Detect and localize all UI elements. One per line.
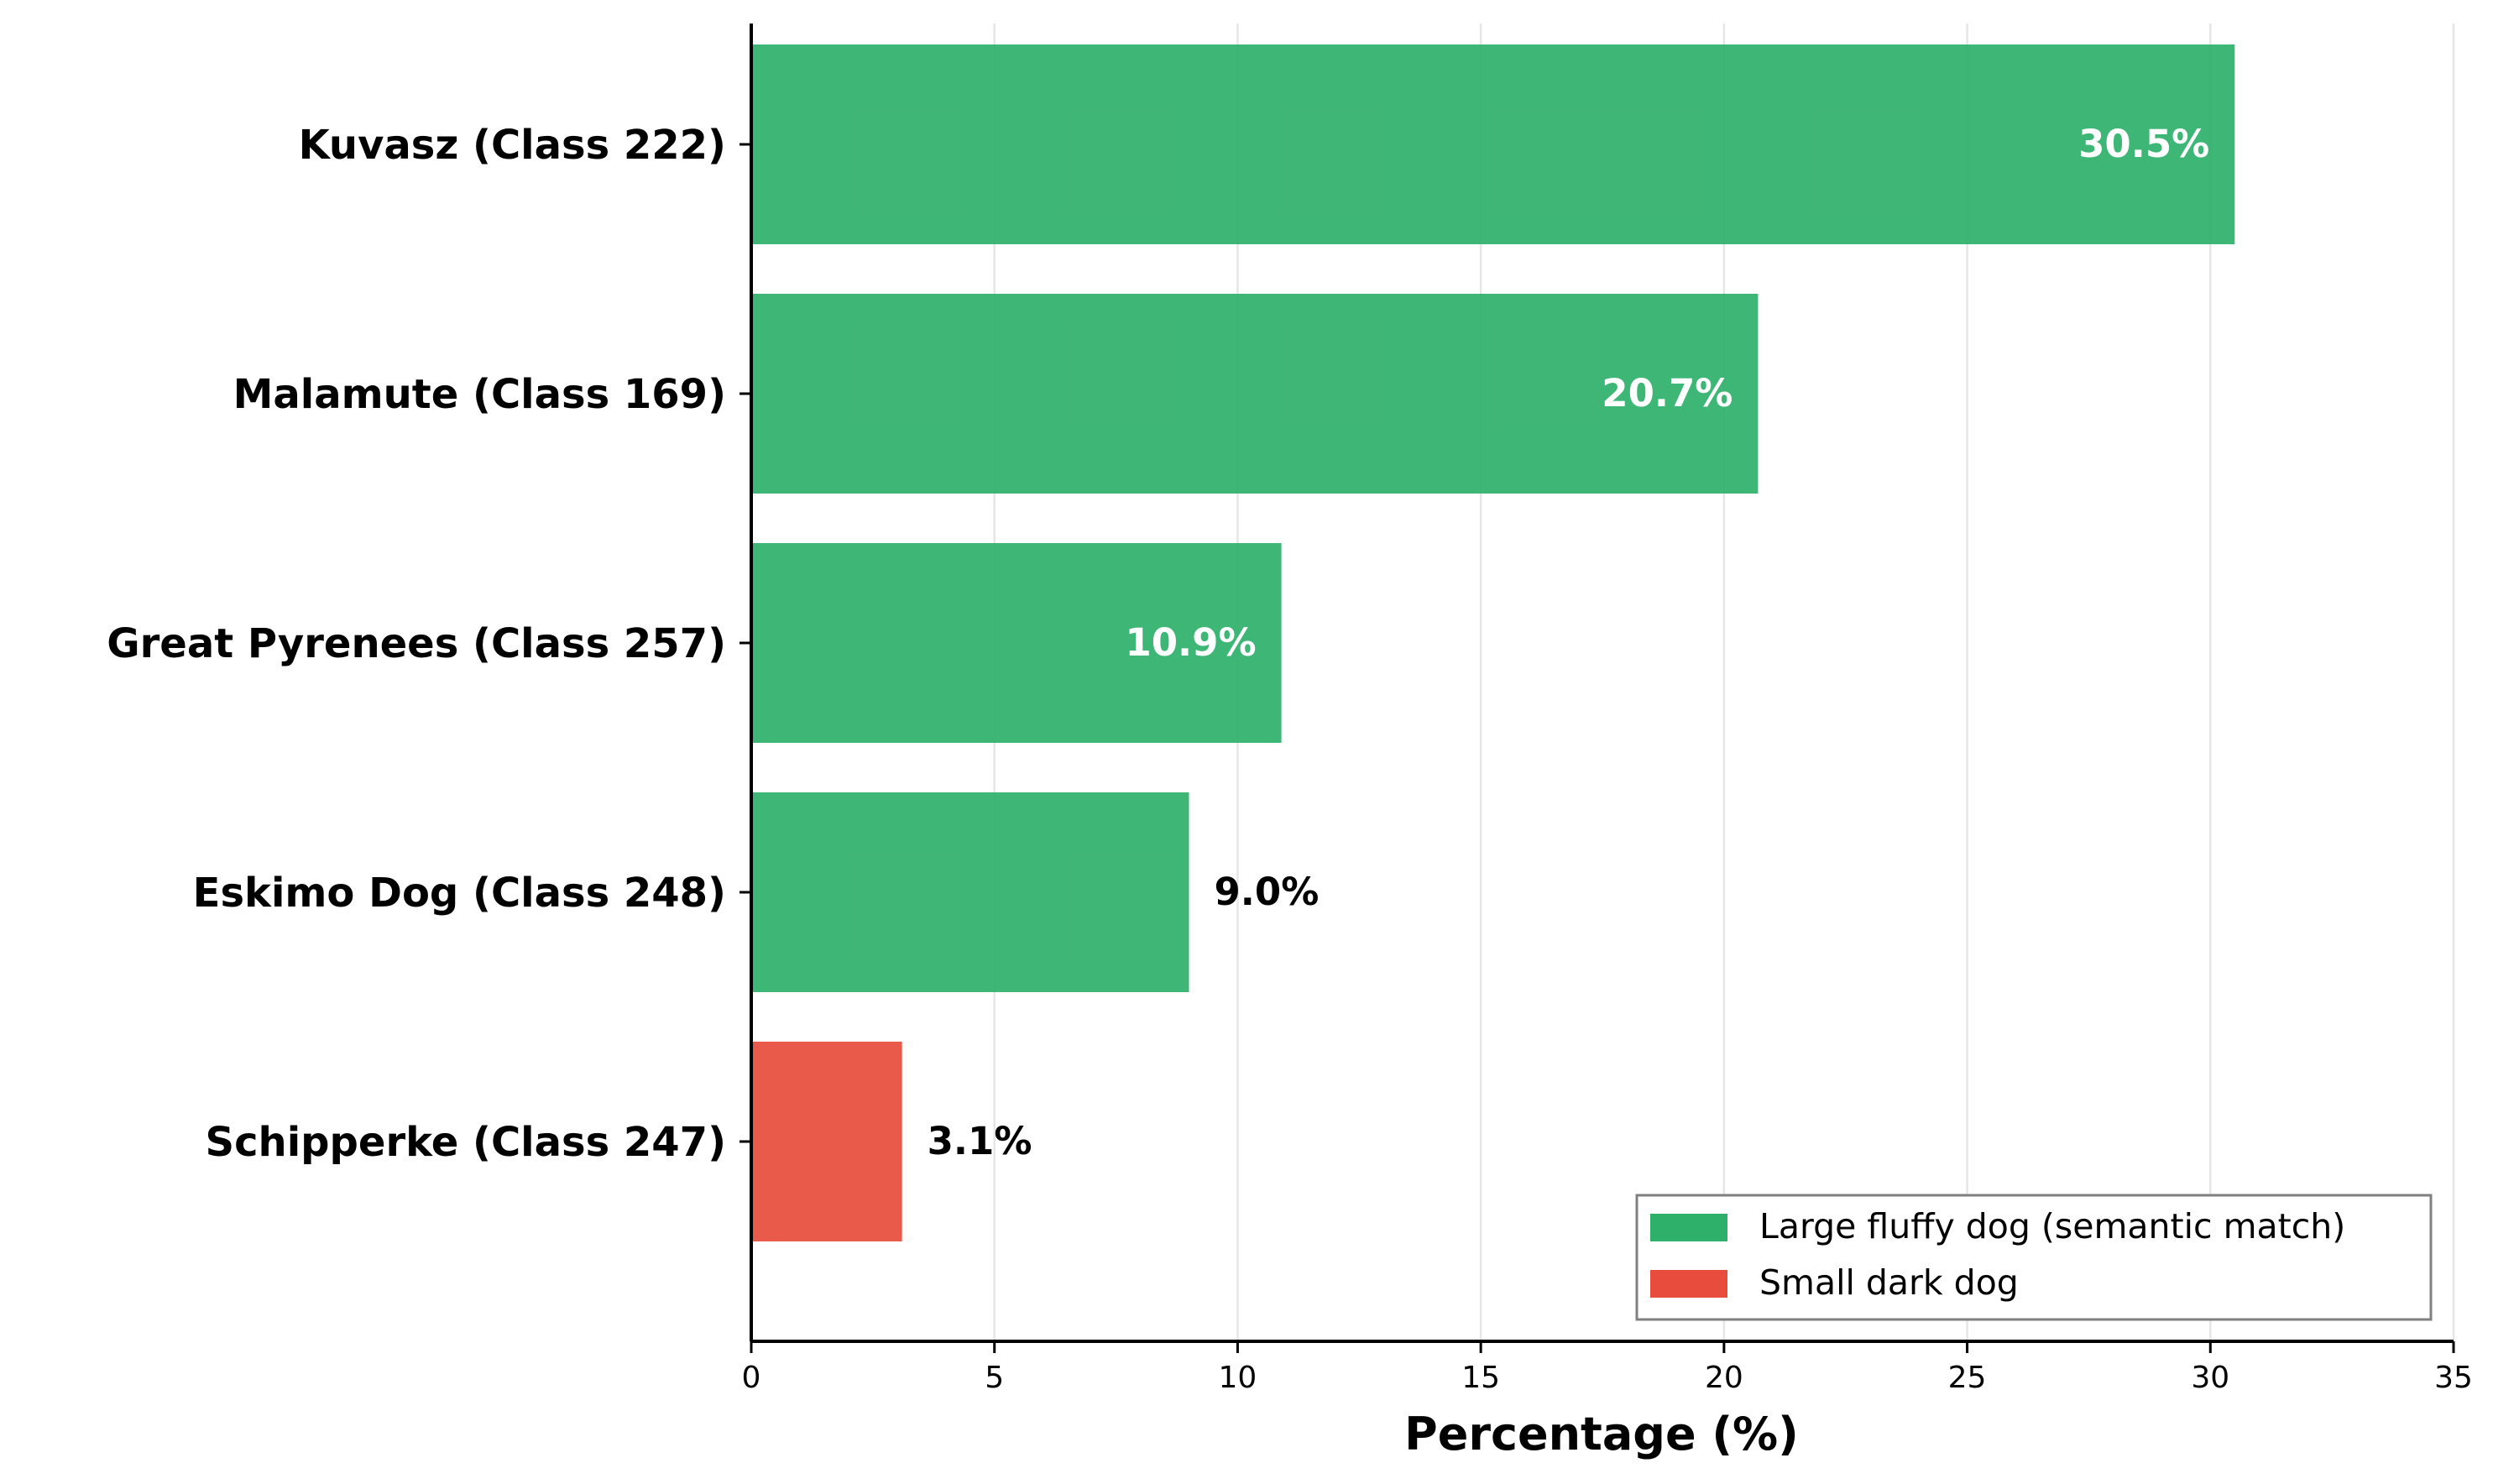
x-tick-label: 20 bbox=[1705, 1361, 1743, 1395]
bar bbox=[751, 294, 1759, 494]
x-tick-label: 25 bbox=[1948, 1361, 1987, 1395]
x-tick-label: 0 bbox=[742, 1361, 761, 1395]
legend-swatch-large-fluffy bbox=[1650, 1214, 1727, 1241]
category-label: Great Pyrenees (Class 257) bbox=[107, 620, 726, 667]
legend-label-large-fluffy: Large fluffy dog (semantic match) bbox=[1759, 1206, 2345, 1246]
value-labels: 30.5% 20.7% 10.9% 9.0% 3.1% bbox=[928, 122, 2210, 1163]
category-label: Malamute (Class 169) bbox=[233, 371, 726, 418]
value-label: 20.7% bbox=[1602, 371, 1733, 415]
value-label: 10.9% bbox=[1125, 620, 1256, 665]
category-label: Kuvasz (Class 222) bbox=[299, 122, 726, 169]
legend-swatch-small-dark bbox=[1650, 1270, 1727, 1298]
x-tick-label: 15 bbox=[1461, 1361, 1500, 1395]
bar bbox=[751, 44, 2235, 244]
x-axis-title: Percentage (%) bbox=[1404, 1408, 1799, 1460]
axes: Kuvasz (Class 222) Malamute (Class 169) Gr… bbox=[107, 24, 2473, 1395]
category-label: Schipperke (Class 247) bbox=[206, 1119, 726, 1166]
x-tick-label: 10 bbox=[1219, 1361, 1257, 1395]
legend-frame bbox=[1635, 1194, 2433, 1321]
bars bbox=[751, 44, 2235, 1241]
value-label: 3.1% bbox=[928, 1119, 1032, 1163]
bar bbox=[751, 543, 1282, 743]
bar bbox=[751, 792, 1189, 992]
legend: Large fluffy dog (semantic match) Small … bbox=[1635, 1194, 2433, 1321]
bar bbox=[751, 1042, 902, 1241]
x-tick-label: 35 bbox=[2434, 1361, 2473, 1395]
category-label: Eskimo Dog (Class 248) bbox=[193, 870, 726, 917]
legend-label-small-dark: Small dark dog bbox=[1759, 1262, 2019, 1303]
value-label: 9.0% bbox=[1214, 870, 1319, 914]
value-label: 30.5% bbox=[2078, 122, 2209, 166]
x-tick-label: 30 bbox=[2191, 1361, 2229, 1395]
x-tick-label: 5 bbox=[985, 1361, 1004, 1395]
